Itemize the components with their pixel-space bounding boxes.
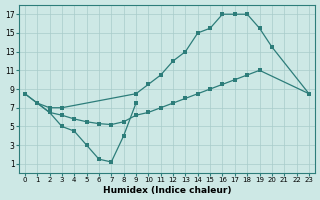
- X-axis label: Humidex (Indice chaleur): Humidex (Indice chaleur): [103, 186, 231, 195]
